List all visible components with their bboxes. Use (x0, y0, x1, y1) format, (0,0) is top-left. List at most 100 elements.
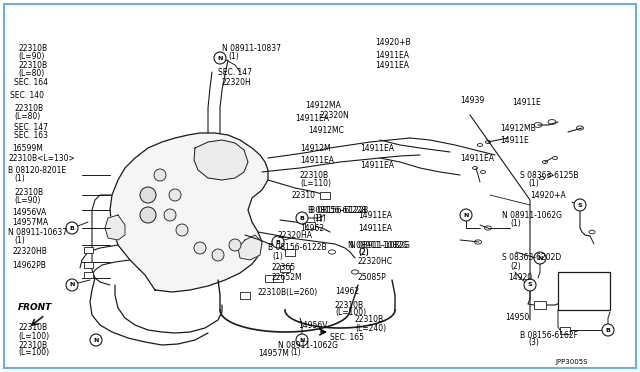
Text: N: N (69, 282, 75, 288)
Text: 22310B: 22310B (18, 324, 47, 333)
Bar (83, 272, 93, 278)
Text: (L=80): (L=80) (14, 112, 40, 121)
Text: S 08363-6125B: S 08363-6125B (520, 170, 579, 180)
Circle shape (524, 279, 536, 291)
Text: B: B (70, 225, 74, 231)
Text: 14939: 14939 (460, 96, 484, 105)
Text: (1): (1) (312, 214, 323, 222)
Text: 14956VA: 14956VA (12, 208, 46, 217)
Text: 14911EA: 14911EA (358, 211, 392, 219)
Text: B 08156-6162F: B 08156-6162F (520, 330, 578, 340)
Text: N 08911-1082G: N 08911-1082G (350, 241, 410, 250)
Text: (1): (1) (315, 214, 326, 222)
Text: 14911EA: 14911EA (295, 113, 329, 122)
Text: S: S (578, 202, 582, 208)
Circle shape (460, 209, 472, 221)
Text: B: B (276, 240, 280, 244)
Circle shape (229, 239, 241, 251)
Polygon shape (238, 235, 262, 260)
Circle shape (272, 236, 284, 248)
Text: (1): (1) (14, 235, 25, 244)
Text: B: B (300, 215, 305, 221)
Text: 22310B: 22310B (14, 187, 43, 196)
Circle shape (212, 249, 224, 261)
Text: 14911EA: 14911EA (375, 51, 409, 60)
Text: 22310B: 22310B (18, 61, 47, 70)
Text: SEC. 147: SEC. 147 (218, 67, 252, 77)
Text: SEC. 147: SEC. 147 (14, 122, 48, 131)
Circle shape (534, 252, 546, 264)
Text: 14957MA: 14957MA (12, 218, 48, 227)
Text: B 08120-8201E: B 08120-8201E (8, 166, 66, 174)
Text: 14911EA: 14911EA (300, 155, 334, 164)
Text: 14920+A: 14920+A (530, 190, 566, 199)
Text: N 08911-1082G: N 08911-1082G (348, 241, 408, 250)
Text: (L=90): (L=90) (18, 51, 44, 61)
Text: 22320HC: 22320HC (358, 257, 393, 266)
Polygon shape (194, 140, 248, 180)
Circle shape (169, 189, 181, 201)
Circle shape (66, 222, 78, 234)
Text: FRONT: FRONT (18, 304, 52, 312)
Text: 14957M: 14957M (258, 349, 289, 357)
Text: (2): (2) (358, 248, 369, 257)
Text: (1): (1) (528, 179, 539, 187)
Text: (L=100): (L=100) (18, 349, 49, 357)
Circle shape (140, 207, 156, 223)
Text: 22310B: 22310B (14, 103, 43, 112)
Text: JPP3005S: JPP3005S (555, 359, 588, 365)
Text: 14912MB: 14912MB (500, 124, 536, 132)
Text: 22310B: 22310B (18, 44, 47, 52)
Text: 22310B: 22310B (335, 301, 364, 310)
Text: N: N (300, 337, 305, 343)
Text: 22652M: 22652M (272, 273, 303, 282)
Text: SEC. 163: SEC. 163 (14, 131, 48, 140)
Text: 22310B<L=130>: 22310B<L=130> (8, 154, 75, 163)
Text: 14911EA: 14911EA (375, 61, 409, 70)
Text: 22310B: 22310B (18, 340, 47, 350)
Text: 22365: 22365 (272, 263, 296, 273)
Text: 14911EA: 14911EA (360, 160, 394, 170)
Circle shape (194, 242, 206, 254)
Text: 25085P: 25085P (358, 273, 387, 282)
Text: (2): (2) (510, 262, 521, 270)
Text: (1): (1) (290, 349, 301, 357)
Text: 22320N: 22320N (320, 110, 349, 119)
Bar (265, 275, 275, 282)
Text: SEC. 164: SEC. 164 (14, 77, 48, 87)
Bar (305, 221, 315, 228)
Circle shape (66, 279, 78, 291)
Text: N: N (93, 337, 99, 343)
Polygon shape (110, 133, 268, 292)
Text: B 08156-61228: B 08156-61228 (308, 205, 366, 215)
Text: (1): (1) (14, 173, 25, 183)
Text: 14920+B: 14920+B (375, 38, 411, 46)
Text: 14911E: 14911E (500, 135, 529, 144)
Text: B 08156-6122B: B 08156-6122B (268, 244, 326, 253)
Bar (285, 248, 295, 256)
Text: SEC. 140: SEC. 140 (10, 90, 44, 99)
Text: 22320HB: 22320HB (12, 247, 47, 257)
Text: 14920: 14920 (508, 273, 532, 282)
Text: (L=110): (L=110) (300, 179, 331, 187)
Text: 14911E: 14911E (512, 97, 541, 106)
Circle shape (296, 212, 308, 224)
Circle shape (574, 199, 586, 211)
Circle shape (602, 324, 614, 336)
Bar (560, 327, 570, 334)
Text: 22320HA: 22320HA (278, 231, 313, 240)
Text: 16599M: 16599M (12, 144, 43, 153)
Text: 14911EA: 14911EA (358, 224, 392, 232)
Text: (L=240): (L=240) (355, 324, 386, 333)
Circle shape (140, 187, 156, 203)
Bar (280, 264, 290, 272)
Text: 22310: 22310 (292, 190, 316, 199)
Bar (240, 292, 250, 298)
Text: 14912M: 14912M (300, 144, 331, 153)
Text: (L=80): (L=80) (18, 68, 44, 77)
Bar (273, 275, 283, 282)
Bar (534, 301, 546, 309)
Text: 14962: 14962 (300, 224, 324, 232)
Text: (L=100): (L=100) (335, 308, 366, 317)
Circle shape (214, 52, 226, 64)
